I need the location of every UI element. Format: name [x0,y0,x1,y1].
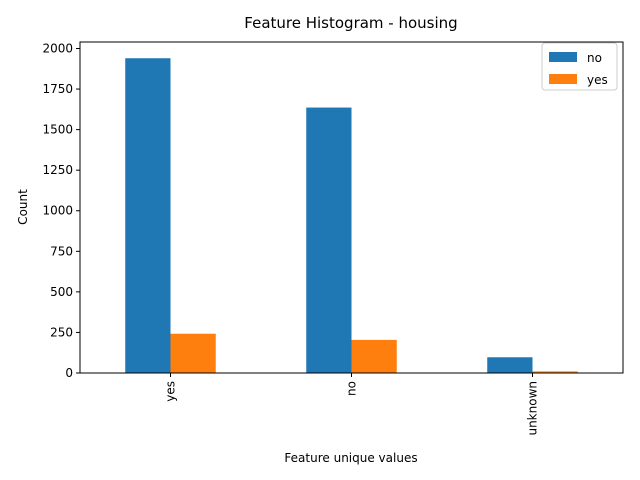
plot-area: 0 250 500 750 1000 1250 1500 1750 2000 yes no unkno… [42,41,624,436]
legend-label-no: no [587,51,602,65]
x-tick-label: no [345,381,359,396]
bar-yes-yes [170,333,216,373]
bar-no-yes [351,339,397,373]
y-axis-label: Count [16,189,30,225]
chart-title: Feature Histogram - housing [244,14,457,32]
y-tick-label: 250 [50,325,73,339]
bar-unknown-no [487,357,533,373]
legend-label-yes: yes [587,73,608,87]
x-tick-label: yes [164,381,178,402]
y-tick-label: 1000 [42,204,73,218]
y-tick-label: 750 [50,244,73,258]
y-tick-label: 1500 [42,123,73,137]
y-tick-label: 2000 [42,41,73,55]
y-tick-label: 0 [65,366,73,380]
y-tick-label: 500 [50,285,73,299]
bar-yes-no [125,58,171,373]
bar-no-no [306,107,352,374]
legend-swatch-yes [549,74,577,84]
y-tick-label: 1750 [42,82,73,96]
legend: no yes [541,42,618,91]
bar-unknown-yes [532,371,578,373]
legend-swatch-no [549,52,577,62]
x-axis-label: Feature unique values [284,451,417,465]
y-tick-label: 1250 [42,163,73,177]
x-tick-label: unknown [526,381,540,436]
